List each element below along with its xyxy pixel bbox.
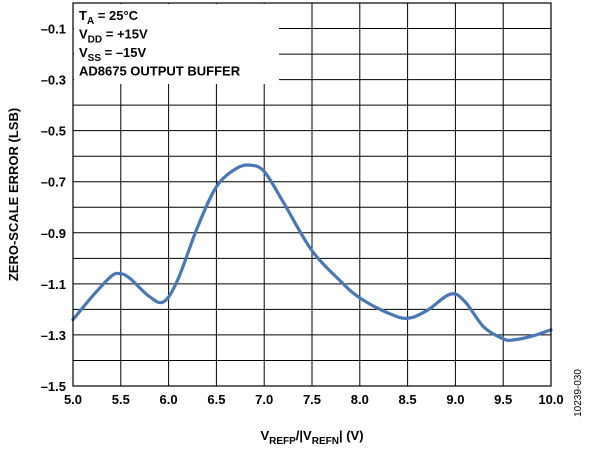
series-line — [71, 163, 553, 342]
x-tick-label: 5.5 — [112, 392, 130, 407]
figure-id: 10239-030 — [573, 369, 584, 417]
x-label-tail: | (V) — [339, 428, 364, 443]
x-tick-label: 7.5 — [303, 392, 321, 407]
x-label-mid: /|V — [296, 428, 312, 443]
y-tick-label: –0.7 — [41, 175, 66, 190]
x-label-sub2: REFN — [312, 436, 339, 447]
y-axis-label: ZERO-SCALE ERROR (LSB) — [6, 108, 21, 281]
x-tick-label: 8.5 — [399, 392, 417, 407]
x-label-sub1: REFP — [269, 436, 296, 447]
x-tick-label: 6.0 — [160, 392, 178, 407]
y-tick-label: –0.3 — [41, 73, 66, 88]
x-tick-label: 6.5 — [207, 392, 225, 407]
x-tick-label: 10.0 — [538, 392, 563, 407]
series-layer — [71, 163, 553, 342]
x-tick-label: 9.0 — [446, 392, 464, 407]
plot-frame — [72, 2, 552, 387]
y-tick-label: –0.9 — [41, 226, 66, 241]
x-tick-label: 8.0 — [351, 392, 369, 407]
y-tick-labels: –0.1 –0.3 –0.5 –0.7 –0.9 –1.1 –1.3 –1.5 — [41, 22, 66, 394]
y-tick-label: –1.5 — [41, 379, 66, 394]
y-tick-label: –1.1 — [41, 277, 66, 292]
annotation-line: TA = 25°C — [79, 8, 139, 27]
annotation-line: AD8675 OUTPUT BUFFER — [79, 64, 241, 79]
x-tick-label: 5.0 — [64, 392, 82, 407]
y-tick-label: –0.1 — [41, 22, 66, 37]
y-tick-label: –0.5 — [41, 124, 66, 139]
x-axis-label: VREFP/|VREFN| (V) — [260, 428, 363, 447]
x-tick-label: 9.5 — [494, 392, 512, 407]
x-label-base: V — [260, 428, 269, 443]
annotation-line: VDD = +15V — [79, 27, 148, 46]
x-tick-label: 7.0 — [255, 392, 273, 407]
y-tick-label: –1.3 — [41, 328, 66, 343]
x-tick-labels: 5.0 5.5 6.0 6.5 7.0 7.5 8.0 8.5 9.0 9.5 10.0 — [64, 392, 564, 407]
annotation-background — [74, 4, 279, 84]
annotation-line: VSS = –15V — [79, 45, 147, 64]
